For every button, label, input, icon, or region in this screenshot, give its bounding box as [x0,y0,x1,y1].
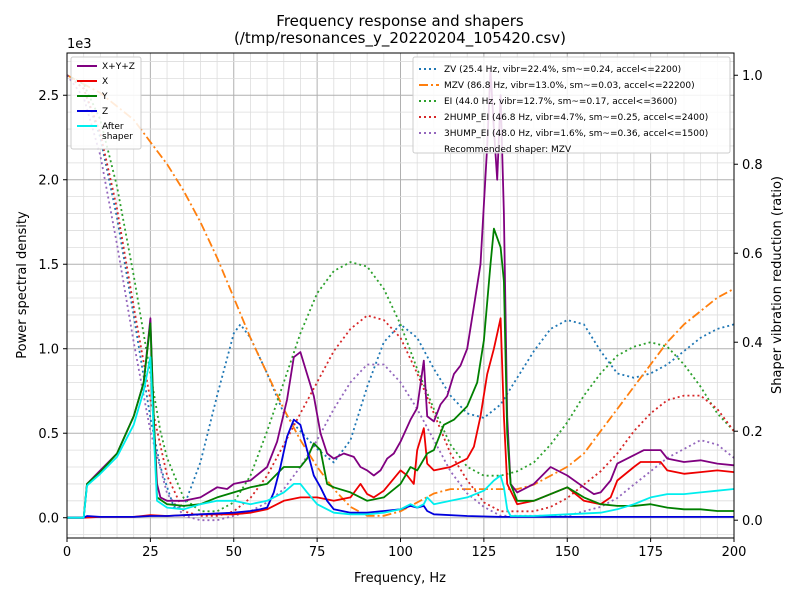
x-axis-label: Frequency, Hz [354,571,446,586]
x-tick-label: 25 [142,545,159,560]
x-tick-label: 50 [225,545,242,560]
legend-shaper-label-2: EI (44.0 Hz, vibr=12.7%, sm~=0.17, accel… [444,97,677,107]
psd-line-0 [67,69,735,519]
y2-tick-label: 1.0 [742,69,763,84]
y2-tick-label: 0.6 [742,247,763,262]
y-tick-label: 0.0 [38,512,59,527]
legend-psd: X+Y+Z XYZ After shaper [70,56,142,150]
x-tick-label: 200 [722,545,747,560]
chart-subtitle: (/tmp/resonances_y_20220204_105420.csv) [234,29,566,48]
y-exponent-label: 1e3 [67,37,92,52]
x-tick-label: 125 [471,545,496,560]
psd-line-4 [67,356,735,519]
axes: 0 25 50 75 100 125 150 175 200 0.0 0.5 1.0 1.5 2.0 2.5… [38,69,762,560]
y-axis-label: Power spectral density [15,211,30,359]
x-tick-label: 75 [309,545,326,560]
y2-axis-label: Shaper vibration reduction (ratio) [770,176,785,394]
legend-psd-label-1: X [102,77,108,87]
x-tick-label: 100 [388,545,413,560]
psd-curves [67,69,735,519]
legend-psd-label-4: After shaper [102,122,133,142]
x-tick-label: 150 [555,545,580,560]
psd-line-1 [67,317,735,519]
y2-tick-label: 0.0 [742,514,763,529]
x-tick-label: 0 [63,545,71,560]
legend-recommended-note: Recommended shaper: MZV [444,145,572,155]
legend-psd-label-2: Y [101,92,108,102]
chart-title: Frequency response and shapers [276,12,524,30]
legend-shapers: ZV (25.4 Hz, vibr=22.4%, sm~=0.24, accel… [412,56,731,155]
y-tick-label: 1.5 [38,258,59,273]
psd-line-2 [67,227,734,519]
y2-tick-label: 0.4 [742,336,763,351]
legend-shaper-label-3: 2HUMP_EI (46.8 Hz, vibr=4.7%, sm~=0.25, … [444,113,708,123]
shaper-line-1 [66,74,735,517]
y-tick-label: 1.0 [38,343,59,358]
y2-tick-label: 0.2 [742,425,763,440]
legend-shapers-box [412,56,731,154]
legend-shaper-label-0: ZV (25.4 Hz, vibr=22.4%, sm~=0.24, accel… [444,65,681,75]
y2-tick-label: 0.8 [742,158,763,173]
psd-line-3 [67,418,734,519]
legend-shaper-label-4: 3HUMP_EI (48.0 Hz, vibr=1.6%, sm~=0.36, … [444,129,708,139]
y-tick-label: 2.5 [38,89,59,104]
legend-psd-label-0: X+Y+Z [102,62,135,72]
x-tick-label: 175 [638,545,663,560]
shaper-line-2 [66,74,735,513]
shaper-line-0 [66,74,735,508]
legend-shaper-label-1: MZV (86.8 Hz, vibr=13.0%, sm~=0.03, acce… [444,81,695,91]
y-tick-label: 0.5 [38,427,59,442]
y-tick-label: 2.0 [38,174,59,189]
legend-psd-label-3: Z [102,107,108,117]
